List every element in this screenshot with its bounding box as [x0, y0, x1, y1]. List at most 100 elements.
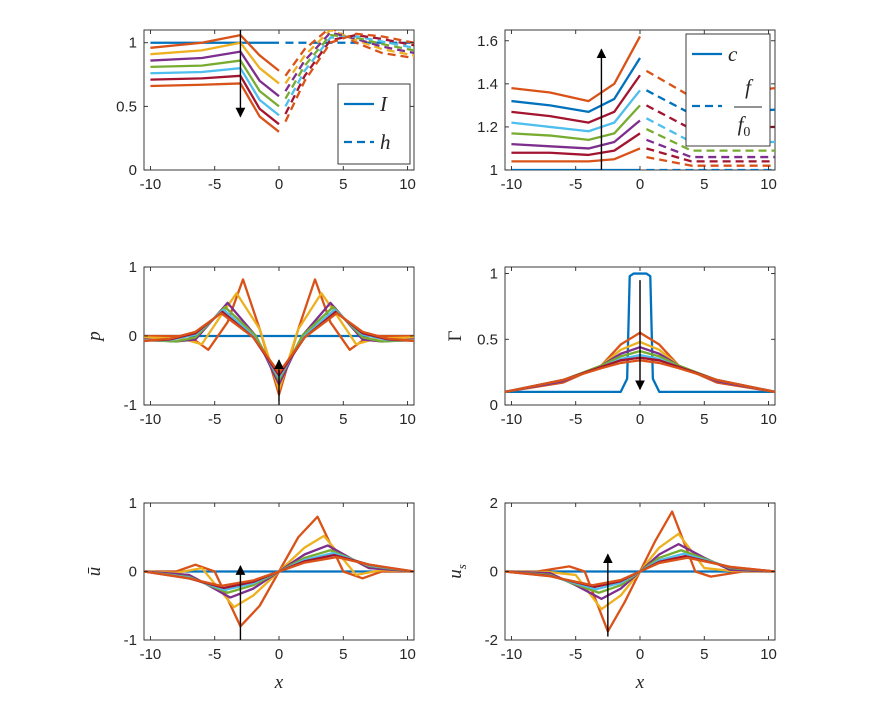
series-line-3-dashed [284, 31, 414, 92]
x-tick-label: 5 [700, 646, 708, 663]
series-line-3-solid [511, 119, 641, 150]
x-tick-label: -5 [569, 411, 582, 428]
x-tick-label: 0 [275, 176, 283, 193]
y-tick-label: 0 [490, 564, 498, 581]
x-tick-label: 5 [339, 176, 347, 193]
legend-box [337, 83, 411, 165]
y-axis-label-main: ū [84, 567, 105, 577]
x-tick-label: 10 [760, 646, 777, 663]
series-line-4-solid [511, 104, 641, 141]
series-group [511, 35, 775, 170]
series-line-7-solid [511, 57, 641, 113]
y-tick-label: 0.5 [116, 98, 137, 115]
series-line-0 [505, 272, 775, 394]
x-tick-label: -5 [208, 176, 221, 193]
x-tick-label: 0 [636, 646, 644, 663]
x-tick-label: 5 [339, 411, 347, 428]
x-tick-label: -10 [501, 411, 523, 428]
y-axis-label-subscript: s [454, 564, 469, 569]
series-line-8-solid [511, 35, 642, 103]
series-group [150, 30, 414, 133]
legend-label: h [380, 130, 391, 154]
x-axis-label: x [274, 672, 284, 693]
series-line-7-dashed [284, 32, 414, 123]
series-line-2-dashed [646, 147, 775, 163]
x-tick-label: -5 [208, 411, 221, 428]
y-axis-label: ū [84, 567, 105, 577]
y-tick-label: 1 [129, 495, 137, 512]
x-tick-label: 0 [636, 411, 644, 428]
series-line-3-dashed [646, 138, 775, 159]
y-tick-label: 0 [129, 328, 137, 345]
series-line-1-solid [511, 147, 641, 163]
series-line-7 [505, 556, 775, 587]
x-tick-label: 0 [275, 411, 283, 428]
x-axis-label: x [635, 672, 645, 693]
y-tick-label: -2 [485, 632, 498, 649]
panel-gamma: -10 -5 0 5 10 0 0.5 1 Γ [445, 266, 777, 428]
x-tick-label: -10 [140, 176, 162, 193]
y-axis-label-main: p [84, 331, 105, 343]
panel-us: -10 -5 0 5 10 -2 0 2 us x [445, 495, 777, 693]
series-line-2-solid [511, 132, 641, 157]
x-tick-label: 10 [760, 411, 777, 428]
legend-label: I [379, 92, 388, 116]
y-tick-label: 1.2 [477, 119, 498, 136]
series-line-4-dashed [645, 128, 775, 152]
x-tick-label: -5 [208, 646, 221, 663]
x-tick-label: 10 [399, 411, 416, 428]
y-tick-label: -1 [124, 397, 137, 414]
legend-label: c [728, 42, 738, 66]
y-axis-label-main: u [445, 569, 466, 579]
x-tick-label: -10 [501, 646, 523, 663]
legend: c ff0 [685, 33, 771, 147]
y-tick-label: -1 [124, 632, 137, 649]
y-axis-label: us [445, 564, 469, 579]
y-tick-label: 0 [129, 564, 137, 581]
y-tick-label: 2 [490, 495, 498, 512]
y-tick-label: 0.5 [477, 331, 498, 348]
panel-cf: -10 -5 0 5 10 1 1.2 1.4 1.6 c ff0 [477, 29, 777, 193]
x-tick-label: 5 [700, 176, 708, 193]
x-tick-label: 5 [700, 411, 708, 428]
legend-box [685, 33, 771, 147]
series-line-1-dashed [646, 155, 775, 167]
y-tick-label: 1.6 [477, 33, 498, 50]
x-tick-label: -10 [140, 646, 162, 663]
legend: Ih [337, 83, 411, 165]
y-tick-label: 1 [490, 162, 498, 179]
legend-fraction-denominator-subscript: 0 [743, 125, 750, 140]
x-tick-label: 0 [275, 646, 283, 663]
series-group [505, 510, 775, 633]
x-tick-label: -10 [501, 176, 523, 193]
series-line-2-dashed [284, 30, 414, 85]
x-tick-label: 5 [339, 646, 347, 663]
y-tick-label: 0 [129, 162, 137, 179]
x-tick-label: 0 [636, 176, 644, 193]
x-tick-label: 10 [399, 646, 416, 663]
y-tick-label: 1 [129, 259, 137, 276]
x-tick-label: -10 [140, 411, 162, 428]
series-line-5-solid [511, 89, 641, 133]
x-tick-label: -5 [569, 646, 582, 663]
y-tick-label: 0 [490, 397, 498, 414]
series-line-6-solid [511, 74, 641, 124]
y-tick-label: 1.4 [477, 76, 498, 93]
x-tick-label: 10 [760, 176, 777, 193]
series-line-5-dashed [284, 35, 414, 107]
panel-ih: -10 -5 0 5 10 0 0.5 1 Ih [116, 29, 416, 193]
y-axis-label: p [84, 331, 105, 343]
y-tick-label: 1 [129, 35, 137, 52]
y-axis-label: Γ [445, 330, 466, 341]
series-line-6-dashed [284, 33, 414, 115]
x-tick-label: 10 [399, 176, 416, 193]
series-group [144, 515, 414, 628]
legend-fraction-denominator: f0 [738, 112, 751, 140]
x-tick-label: -5 [569, 176, 582, 193]
series-line-7 [144, 555, 414, 588]
legend-fraction-denominator-main: f [738, 112, 747, 136]
